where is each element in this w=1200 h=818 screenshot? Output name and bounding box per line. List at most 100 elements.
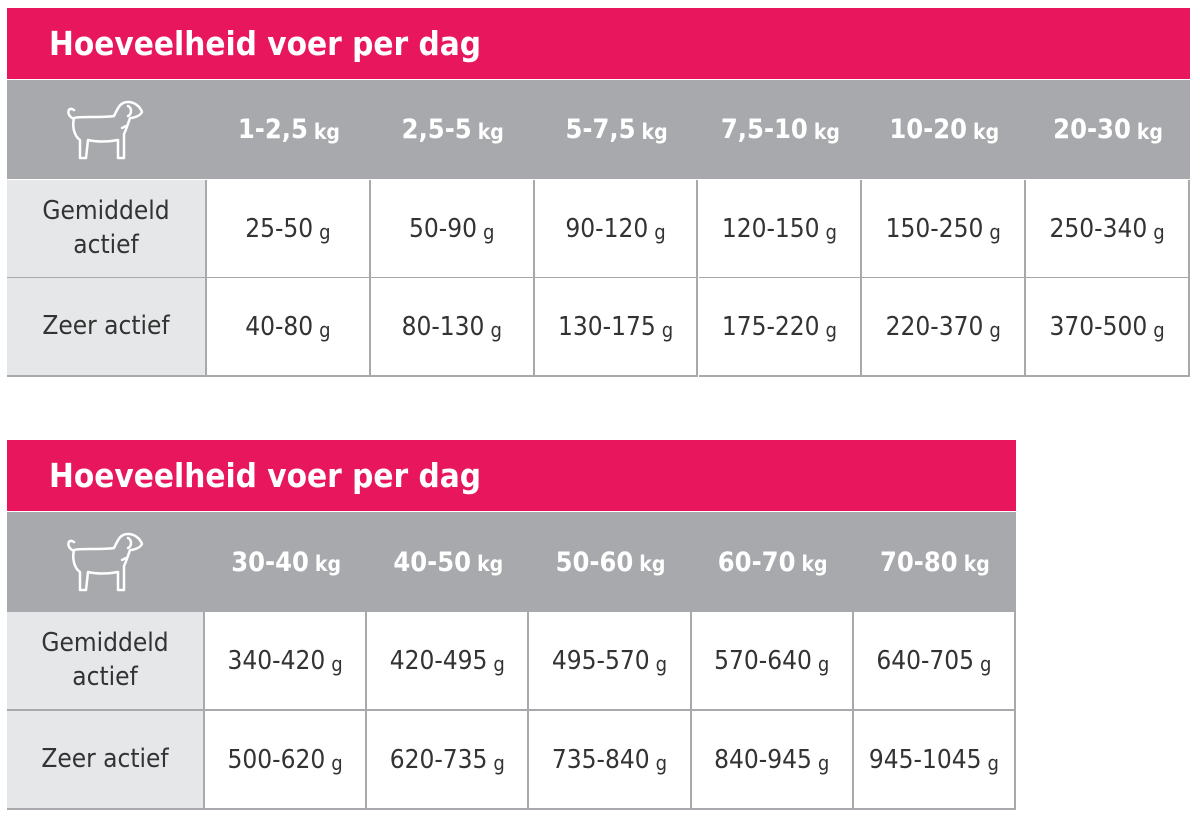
amount: 250-340 (1049, 213, 1148, 244)
unit: kg (973, 119, 1000, 144)
weight-range: 2,5-5 (401, 114, 472, 145)
header-row (7, 512, 1016, 612)
amount: 420-495 (389, 645, 488, 676)
amount-cell: 40-80 g (207, 278, 371, 377)
column-header: 70-80 kg (854, 512, 1016, 612)
column-header: 40-50 kg (367, 512, 529, 612)
column-header: 60-70 kg (692, 512, 854, 612)
unit: g (483, 219, 495, 244)
unit: g (331, 651, 343, 676)
amount-cell: 640-705 g (853, 612, 1016, 711)
amount-cell: 500-620 g (205, 711, 368, 810)
unit: g (331, 750, 343, 775)
unit: kg (313, 119, 340, 144)
amount: 640-705 (876, 645, 975, 676)
unit: kg (641, 119, 668, 144)
amount-cell: 50-90 g (370, 180, 535, 279)
amount-cell: 120-150 g (698, 180, 863, 279)
amount-cell: 250-340 g (1026, 180, 1190, 279)
column-header: 7,5-10 kg (699, 80, 863, 179)
unit: g (987, 750, 999, 775)
dog-icon (67, 100, 144, 160)
amount-cell: 340-420 g (205, 612, 368, 711)
weight-range: 5-7,5 (565, 114, 636, 145)
amount-cell: 620-735 g (367, 711, 530, 810)
amount: 620-735 (389, 744, 488, 775)
dog-icon (67, 532, 144, 592)
amount: 220-370 (885, 311, 984, 342)
unit: kg (801, 552, 828, 576)
column-header: 1-2,5 kg (207, 80, 371, 179)
column-header: 50-60 kg (529, 512, 691, 612)
row-label: Gemiddeld actief (7, 180, 207, 279)
unit: g (817, 750, 830, 775)
unit: g (654, 219, 666, 244)
unit: g (817, 651, 830, 676)
row-label: Gemiddeld actief (7, 612, 205, 711)
amount-cell: 80-130 g (370, 278, 535, 377)
amount-cell: 735-840 g (529, 711, 692, 810)
weight-range: 60-70 (717, 546, 796, 578)
unit: g (655, 651, 668, 676)
amount: 130-175 (557, 311, 656, 342)
unit: g (493, 651, 505, 676)
amount: 735-840 (551, 744, 650, 775)
amount-cell: 150-250 g (862, 180, 1027, 279)
amount-cell: 945-1045 g (853, 711, 1016, 810)
weight-range: 7,5-10 (720, 114, 808, 145)
weight-range: 30-40 (231, 546, 309, 578)
unit: g (1153, 219, 1165, 244)
amount-cell: 220-370 g (862, 278, 1027, 377)
unit: g (825, 219, 837, 244)
unit: g (655, 750, 668, 775)
amount: 370-500 (1049, 311, 1148, 342)
weight-range: 70-80 (879, 546, 958, 578)
weight-range: 1-2,5 (237, 114, 308, 145)
unit: g (989, 317, 1001, 342)
amount: 90-120 (565, 213, 649, 244)
unit: kg (477, 119, 504, 144)
unit: kg (813, 119, 840, 144)
unit: kg (314, 552, 341, 576)
column-header: 20-30 kg (1026, 80, 1190, 179)
amount-cell: 495-570 g (529, 612, 692, 711)
weight-range: 40-50 (393, 546, 472, 578)
unit: g (319, 317, 331, 342)
amount: 840-945 (714, 744, 812, 775)
header-row (7, 80, 1190, 179)
unit: g (319, 219, 331, 244)
unit: g (661, 317, 674, 342)
column-header: 5-7,5 kg (535, 80, 699, 179)
amount: 500-620 (227, 744, 326, 775)
amount-cell: 420-495 g (367, 612, 530, 711)
unit: g (980, 651, 992, 676)
amount: 175-220 (721, 311, 820, 342)
amount: 40-80 (245, 311, 314, 342)
column-header: 10-20 kg (862, 80, 1026, 179)
amount: 120-150 (721, 213, 820, 244)
amount: 495-570 (551, 645, 650, 676)
unit: kg (639, 552, 666, 576)
unit: g (825, 317, 837, 342)
weight-range: 10-20 (889, 114, 968, 145)
amount: 50-90 (409, 213, 477, 244)
amount: 340-420 (227, 645, 326, 676)
amount-cell: 130-175 g (534, 278, 699, 377)
unit: kg (963, 552, 990, 576)
amount: 80-130 (401, 311, 485, 342)
unit: kg (1136, 119, 1163, 144)
table-title: Hoeveelheid voer per dag (7, 440, 1016, 511)
table-title: Hoeveelheid voer per dag (7, 8, 1190, 79)
amount-cell: 840-945 g (691, 711, 854, 810)
row-label: Zeer actief (7, 278, 207, 377)
unit: g (1153, 317, 1165, 342)
amount: 25-50 (245, 213, 314, 244)
amount-cell: 25-50 g (207, 180, 371, 279)
amount-cell: 175-220 g (698, 278, 863, 377)
weight-range: 50-60 (555, 546, 634, 578)
amount: 150-250 (885, 213, 984, 244)
column-header: 2,5-5 kg (371, 80, 535, 179)
amount-cell: 370-500 g (1026, 278, 1190, 377)
unit: g (989, 219, 1001, 244)
